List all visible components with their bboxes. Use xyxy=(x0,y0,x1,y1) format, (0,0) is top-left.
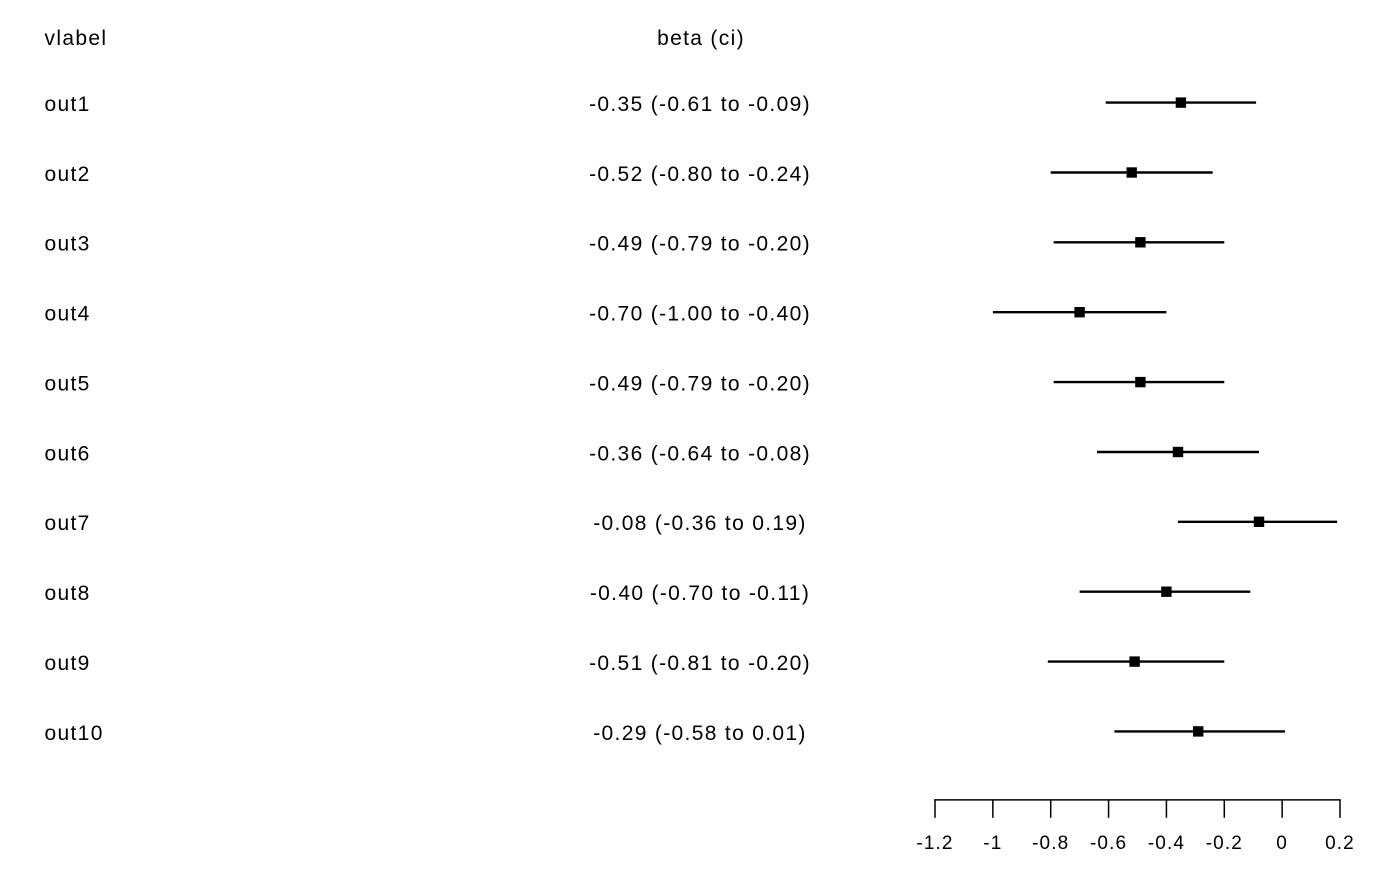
svg-text:-0.2: -0.2 xyxy=(1206,833,1243,854)
svg-text:-0.49 (-0.79 to -0.20): -0.49 (-0.79 to -0.20) xyxy=(589,233,811,256)
svg-text:out1: out1 xyxy=(45,93,91,116)
svg-text:out3: out3 xyxy=(45,233,91,256)
svg-text:-0.36 (-0.64 to -0.08): -0.36 (-0.64 to -0.08) xyxy=(589,442,811,465)
svg-text:out6: out6 xyxy=(45,442,91,465)
svg-text:-0.52 (-0.80 to -0.24): -0.52 (-0.80 to -0.24) xyxy=(589,163,811,186)
svg-text:-1.2: -1.2 xyxy=(916,833,953,854)
svg-text:-0.29 (-0.58 to 0.01): -0.29 (-0.58 to 0.01) xyxy=(593,722,807,745)
svg-text:-0.35 (-0.61 to -0.09): -0.35 (-0.61 to -0.09) xyxy=(589,93,811,116)
svg-text:-0.51 (-0.81 to -0.20): -0.51 (-0.81 to -0.20) xyxy=(589,652,811,675)
svg-text:0.2: 0.2 xyxy=(1325,833,1355,854)
svg-text:-0.49 (-0.79 to -0.20): -0.49 (-0.79 to -0.20) xyxy=(589,373,811,396)
svg-text:-1: -1 xyxy=(983,833,1002,854)
svg-text:out9: out9 xyxy=(45,652,91,675)
svg-text:out2: out2 xyxy=(45,163,91,186)
svg-text:beta (ci): beta (ci) xyxy=(657,27,745,50)
svg-text:-0.8: -0.8 xyxy=(1032,833,1069,854)
svg-text:out10: out10 xyxy=(45,722,104,745)
svg-text:out5: out5 xyxy=(45,373,91,396)
svg-text:vlabel: vlabel xyxy=(45,27,108,50)
svg-text:-0.70 (-1.00 to -0.40): -0.70 (-1.00 to -0.40) xyxy=(589,303,811,326)
svg-text:out4: out4 xyxy=(45,303,91,326)
svg-text:-0.4: -0.4 xyxy=(1148,833,1185,854)
svg-text:-0.40 (-0.70 to -0.11): -0.40 (-0.70 to -0.11) xyxy=(590,582,810,605)
svg-text:out7: out7 xyxy=(45,512,91,535)
svg-text:0: 0 xyxy=(1276,833,1288,854)
svg-text:-0.6: -0.6 xyxy=(1090,833,1127,854)
svg-text:out8: out8 xyxy=(45,582,91,605)
svg-text:-0.08 (-0.36 to 0.19): -0.08 (-0.36 to 0.19) xyxy=(593,512,807,535)
